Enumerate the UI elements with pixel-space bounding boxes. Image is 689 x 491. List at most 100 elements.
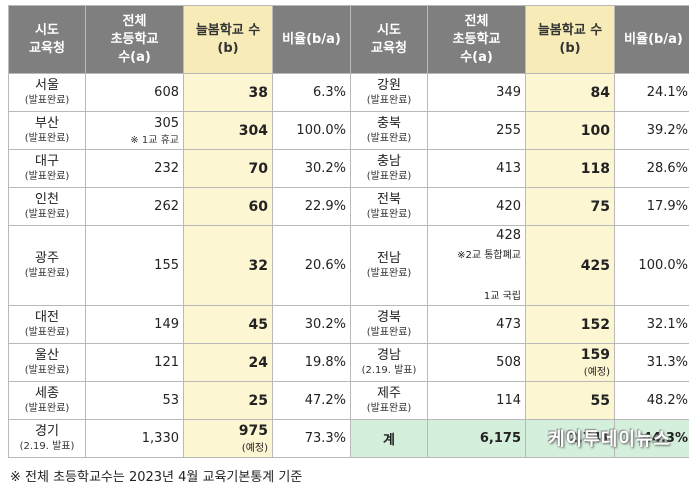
ratio-cell: 31.3% xyxy=(614,343,689,382)
watermark: 케이투데이뉴스 xyxy=(548,429,671,450)
neulbom-cell: 55 xyxy=(525,381,615,420)
total-cell: 608 xyxy=(85,73,184,112)
region-name: 전남 xyxy=(377,250,401,266)
region-cell: 대전 (발표완료) xyxy=(8,305,86,344)
region-name: 전북 xyxy=(377,191,401,207)
region-name: 충남 xyxy=(377,153,401,169)
total-cell: 1,330 xyxy=(85,419,184,458)
region-name: 울산 xyxy=(35,347,59,363)
total-value: 428 xyxy=(496,228,521,243)
neulbom-cell: 25 xyxy=(183,381,273,420)
ratio-cell: 47.2% xyxy=(272,381,351,420)
table-row: 대구 (발표완료) 232 70 30.2% 충남 (발표완료) 413 118 2… xyxy=(8,149,689,188)
region-cell: 전남 (발표완료) xyxy=(350,225,428,306)
total-cell: 121 xyxy=(85,343,184,382)
total-cell: 428 ※2교 통합폐교 1교 국립 xyxy=(427,225,526,306)
region-cell: 경기 (2.19. 발표) xyxy=(8,419,86,458)
ratio-cell: 17.9% xyxy=(614,187,689,226)
ratio-cell: 73.3% xyxy=(272,419,351,458)
region-status: (발표완료) xyxy=(366,94,412,106)
school-table: 시도 교육청 전체 초등학교 수(a) 늘봄학교 수 (b) 비율(b/a) 시… xyxy=(8,5,689,458)
region-name: 강원 xyxy=(377,77,401,93)
region-status: (발표완료) xyxy=(366,267,412,279)
table-row: 대전 (발표완료) 149 45 30.2% 경북 (발표완료) 473 152 3… xyxy=(8,305,689,344)
region-name: 세종 xyxy=(35,385,59,401)
ratio-cell: 48.2% xyxy=(614,381,689,420)
neulbom-cell: 100 xyxy=(525,111,615,150)
header-row: 시도 교육청 전체 초등학교 수(a) 늘봄학교 수 (b) 비율(b/a) 시… xyxy=(8,5,689,74)
ratio-cell: 24.1% xyxy=(614,73,689,112)
region-cell: 경남 (2.19. 발표) xyxy=(350,343,428,382)
total-sum: 6,175 xyxy=(427,419,526,458)
total-neulbom: 2,741 xyxy=(525,419,615,458)
region-cell: 울산 (발표완료) xyxy=(8,343,86,382)
region-cell: 충남 (발표완료) xyxy=(350,149,428,188)
total-ratio: 44.3% xyxy=(614,419,689,458)
header-region: 시도 교육청 xyxy=(8,5,86,74)
header-neulbom: 늘봄학교 수 (b) xyxy=(183,5,273,74)
ratio-cell: 100.0% xyxy=(614,225,689,306)
neulbom-cell: 304 xyxy=(183,111,273,150)
region-cell: 제주 (발표완료) xyxy=(350,381,428,420)
region-name: 경남 xyxy=(377,347,401,363)
neulbom-cell: 60 xyxy=(183,187,273,226)
neulbom-cell: 32 xyxy=(183,225,273,306)
total-note: ※ 1교 휴교 xyxy=(130,134,179,146)
region-status: (발표완료) xyxy=(24,94,70,106)
ratio-cell: 22.9% xyxy=(272,187,351,226)
total-cell: 262 xyxy=(85,187,184,226)
header-total: 전체 초등학교 수(a) xyxy=(427,5,526,74)
region-status: (발표완료) xyxy=(24,208,70,220)
region-status: (발표완료) xyxy=(366,402,412,414)
total-cell: 114 xyxy=(427,381,526,420)
region-name: 대구 xyxy=(35,153,59,169)
neulbom-cell: 45 xyxy=(183,305,273,344)
region-status: (발표완료) xyxy=(366,132,412,144)
region-status: (발표완료) xyxy=(24,402,70,414)
table-row: 광주 (발표완료) 155 32 20.6% 전남 (발표완료) 428 ※2교 통… xyxy=(8,225,689,306)
region-status: (2.19. 발표) xyxy=(19,440,75,452)
region-name: 충북 xyxy=(377,115,401,131)
ratio-cell: 30.2% xyxy=(272,305,351,344)
neulbom-note: (예정) xyxy=(583,367,610,378)
region-name: 경기 xyxy=(35,423,59,439)
table-row: 서울 (발표완료) 608 38 6.3% 강원 (발표완료) 349 84 24.… xyxy=(8,73,689,112)
region-name: 광주 xyxy=(35,250,59,266)
ratio-cell: 19.8% xyxy=(272,343,351,382)
neulbom-cell: 425 xyxy=(525,225,615,306)
region-name: 대전 xyxy=(35,309,59,325)
total-cell: 53 xyxy=(85,381,184,420)
total-note: 1교 국립 xyxy=(483,291,521,302)
neulbom-note: (예정) xyxy=(241,443,268,454)
region-status: (발표완료) xyxy=(24,267,70,279)
region-cell: 광주 (발표완료) xyxy=(8,225,86,306)
table-row: 인천 (발표완료) 262 60 22.9% 전북 (발표완료) 420 75 17… xyxy=(8,187,689,226)
region-cell: 대구 (발표완료) xyxy=(8,149,86,188)
neulbom-value: 159 xyxy=(580,347,610,363)
header-ratio: 비율(b/a) xyxy=(272,5,351,74)
region-status: (발표완료) xyxy=(366,326,412,338)
total-note: ※2교 통합폐교 xyxy=(457,250,521,261)
header-ratio: 비율(b/a) xyxy=(614,5,689,74)
total-cell: 349 xyxy=(427,73,526,112)
region-name: 제주 xyxy=(377,385,401,401)
footnote: ※ 전체 초등학교수는 2023년 4월 교육기본통계 기준 xyxy=(10,470,303,485)
region-status: (발표완료) xyxy=(24,326,70,338)
total-label: 계 xyxy=(350,419,428,458)
region-name: 서울 xyxy=(35,77,59,93)
region-status: (발표완료) xyxy=(366,208,412,220)
neulbom-cell: 24 xyxy=(183,343,273,382)
region-cell: 부산 (발표완료) xyxy=(8,111,86,150)
region-status: (2.19. 발표) xyxy=(361,364,417,376)
ratio-cell: 100.0% xyxy=(272,111,351,150)
table-row: 경기 (2.19. 발표) 1,330 975 (예정) 73.3% 계 6,175… xyxy=(8,419,689,458)
total-cell: 149 xyxy=(85,305,184,344)
table-row: 울산 (발표완료) 121 24 19.8% 경남 (2.19. 발표) 508 1… xyxy=(8,343,689,382)
total-cell: 473 xyxy=(427,305,526,344)
total-cell: 232 xyxy=(85,149,184,188)
neulbom-cell: 84 xyxy=(525,73,615,112)
ratio-cell: 6.3% xyxy=(272,73,351,112)
region-cell: 인천 (발표완료) xyxy=(8,187,86,226)
neulbom-cell: 38 xyxy=(183,73,273,112)
neulbom-cell: 159 (예정) xyxy=(525,343,615,382)
